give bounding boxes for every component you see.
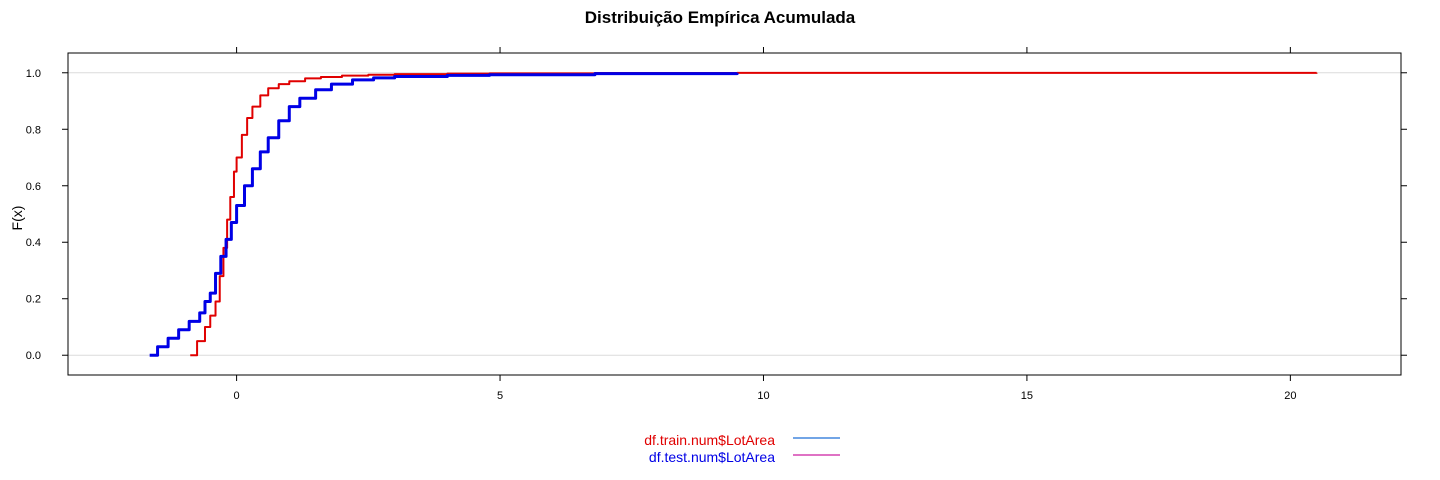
y-axis-label: F(x) <box>9 206 25 231</box>
x-axis: 0 5 10 15 20 <box>234 47 1296 402</box>
x-tick-label: 0 <box>234 390 240 402</box>
series-line <box>149 72 739 357</box>
series-line <box>190 71 1318 357</box>
chart-title: Distribuição Empírica Acumulada <box>585 8 856 27</box>
x-tick-label: 15 <box>1021 390 1033 402</box>
y-tick-label: 1.0 <box>26 68 41 80</box>
y-tick-label: 0.8 <box>26 124 41 136</box>
x-tick-label: 10 <box>757 390 769 402</box>
reference-lines <box>68 72 1401 356</box>
y-tick-label: 0.2 <box>26 294 41 306</box>
x-tick-label: 20 <box>1284 390 1296 402</box>
plot-frame <box>67 52 1402 376</box>
series-layer <box>149 71 1318 357</box>
y-tick-label: 0.0 <box>26 350 41 362</box>
y-tick-label: 0.4 <box>26 237 41 249</box>
legend-label: df.test.num$LotArea <box>649 449 775 465</box>
x-tick-label: 5 <box>497 390 503 402</box>
y-tick-label: 0.6 <box>26 181 41 193</box>
legend-label: df.train.num$LotArea <box>644 432 775 448</box>
y-axis: 0.0 0.2 0.4 0.6 0.8 1.0 <box>26 68 1407 362</box>
